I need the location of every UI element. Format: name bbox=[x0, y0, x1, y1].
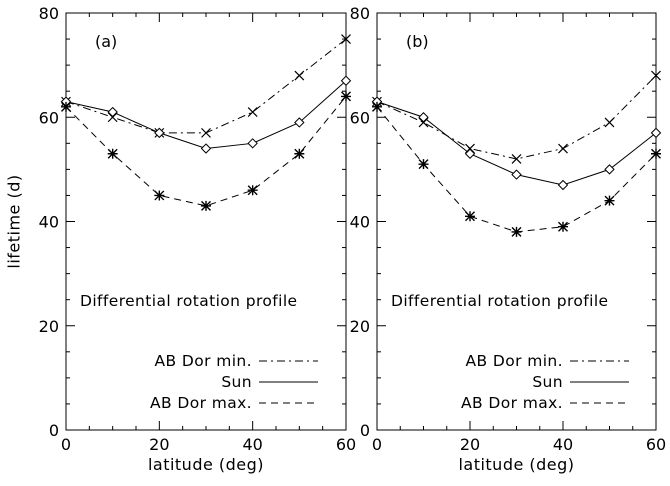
asterisk-marker bbox=[201, 200, 211, 211]
x-tick-label: 60 bbox=[646, 435, 666, 454]
x-tick-label: 0 bbox=[372, 435, 382, 454]
panel-label: (b) bbox=[406, 32, 429, 51]
diamond-marker bbox=[294, 117, 305, 128]
series-solid bbox=[371, 96, 662, 191]
diamond-marker bbox=[511, 169, 522, 180]
x-marker bbox=[201, 127, 211, 138]
legend-label: AB Dor min. bbox=[466, 352, 563, 370]
x-marker bbox=[651, 70, 661, 81]
diamond-marker bbox=[418, 112, 429, 123]
x-marker bbox=[107, 112, 118, 123]
x-tick-label: 20 bbox=[149, 435, 169, 454]
x-tick-label: 40 bbox=[242, 435, 262, 454]
x-tick-label: 0 bbox=[61, 435, 71, 454]
y-tick-label: 40 bbox=[39, 213, 59, 232]
diamond-marker bbox=[604, 164, 615, 175]
diamond-marker bbox=[107, 106, 118, 118]
annotation-text: Differential rotation profile bbox=[391, 292, 608, 310]
asterisk-marker bbox=[372, 101, 382, 112]
x-marker bbox=[604, 117, 615, 128]
asterisk-marker bbox=[465, 211, 475, 222]
panel-a: 0 20 40 60 0 20 40 60 80 latitude (deg) lifetime (… bbox=[5, 4, 357, 474]
series-line bbox=[65, 80, 347, 150]
asterisk-marker bbox=[558, 221, 568, 232]
legend-label: Sun bbox=[221, 373, 252, 391]
x-marker bbox=[558, 143, 568, 154]
asterisk-marker bbox=[61, 101, 71, 112]
series-dash-dot bbox=[372, 70, 661, 164]
asterisk-marker bbox=[511, 226, 522, 237]
x-axis-label: latitude (deg) bbox=[148, 455, 264, 474]
series-solid bbox=[60, 75, 352, 154]
x-tick-label: 20 bbox=[460, 435, 480, 454]
asterisk-marker bbox=[154, 190, 165, 201]
panel-label: (a) bbox=[95, 32, 117, 51]
panel-b: 0 20 40 60 0 20 40 60 80 latitude (deg) (b) Differe… bbox=[350, 4, 667, 474]
diamond-marker bbox=[247, 138, 258, 149]
diamond-marker bbox=[464, 148, 476, 159]
series-dash-dot bbox=[61, 34, 351, 138]
y-tick-label: 40 bbox=[350, 213, 370, 232]
x-marker bbox=[247, 107, 258, 117]
x-axis-label: latitude (deg) bbox=[458, 455, 574, 474]
y-tick-label: 60 bbox=[350, 108, 370, 127]
diamond-marker bbox=[650, 127, 662, 139]
legend-label: AB Dor max. bbox=[461, 394, 563, 412]
diamond-marker bbox=[557, 179, 569, 191]
x-marker bbox=[294, 70, 305, 81]
legend-label: AB Dor max. bbox=[150, 394, 252, 412]
diamond-marker bbox=[154, 127, 165, 139]
asterisk-marker bbox=[107, 148, 118, 159]
y-tick-label: 80 bbox=[39, 4, 59, 23]
y-tick-label: 60 bbox=[39, 108, 59, 127]
asterisk-marker bbox=[294, 148, 305, 159]
asterisk-marker bbox=[604, 195, 615, 206]
x-marker bbox=[511, 154, 522, 164]
y-tick-label: 0 bbox=[360, 421, 370, 440]
diamond-marker bbox=[200, 143, 212, 154]
x-tick-label: 40 bbox=[553, 435, 573, 454]
asterisk-marker bbox=[341, 91, 351, 102]
y-tick-label: 20 bbox=[350, 317, 370, 336]
y-tick-label: 0 bbox=[49, 421, 59, 440]
x-marker bbox=[341, 34, 351, 44]
asterisk-marker bbox=[418, 159, 429, 170]
asterisk-marker bbox=[651, 148, 661, 159]
y-tick-label: 20 bbox=[39, 317, 59, 336]
legend-label: Sun bbox=[532, 373, 563, 391]
y-axis-label: lifetime (d) bbox=[5, 174, 24, 268]
series-dashed bbox=[61, 91, 351, 211]
asterisk-marker bbox=[247, 185, 258, 196]
annotation-text: Differential rotation profile bbox=[80, 292, 297, 310]
legend-label: AB Dor min. bbox=[155, 352, 252, 370]
x-tick-label: 60 bbox=[336, 435, 356, 454]
series-dashed bbox=[372, 101, 661, 237]
diamond-marker bbox=[340, 75, 352, 86]
y-tick-label: 80 bbox=[350, 4, 370, 23]
